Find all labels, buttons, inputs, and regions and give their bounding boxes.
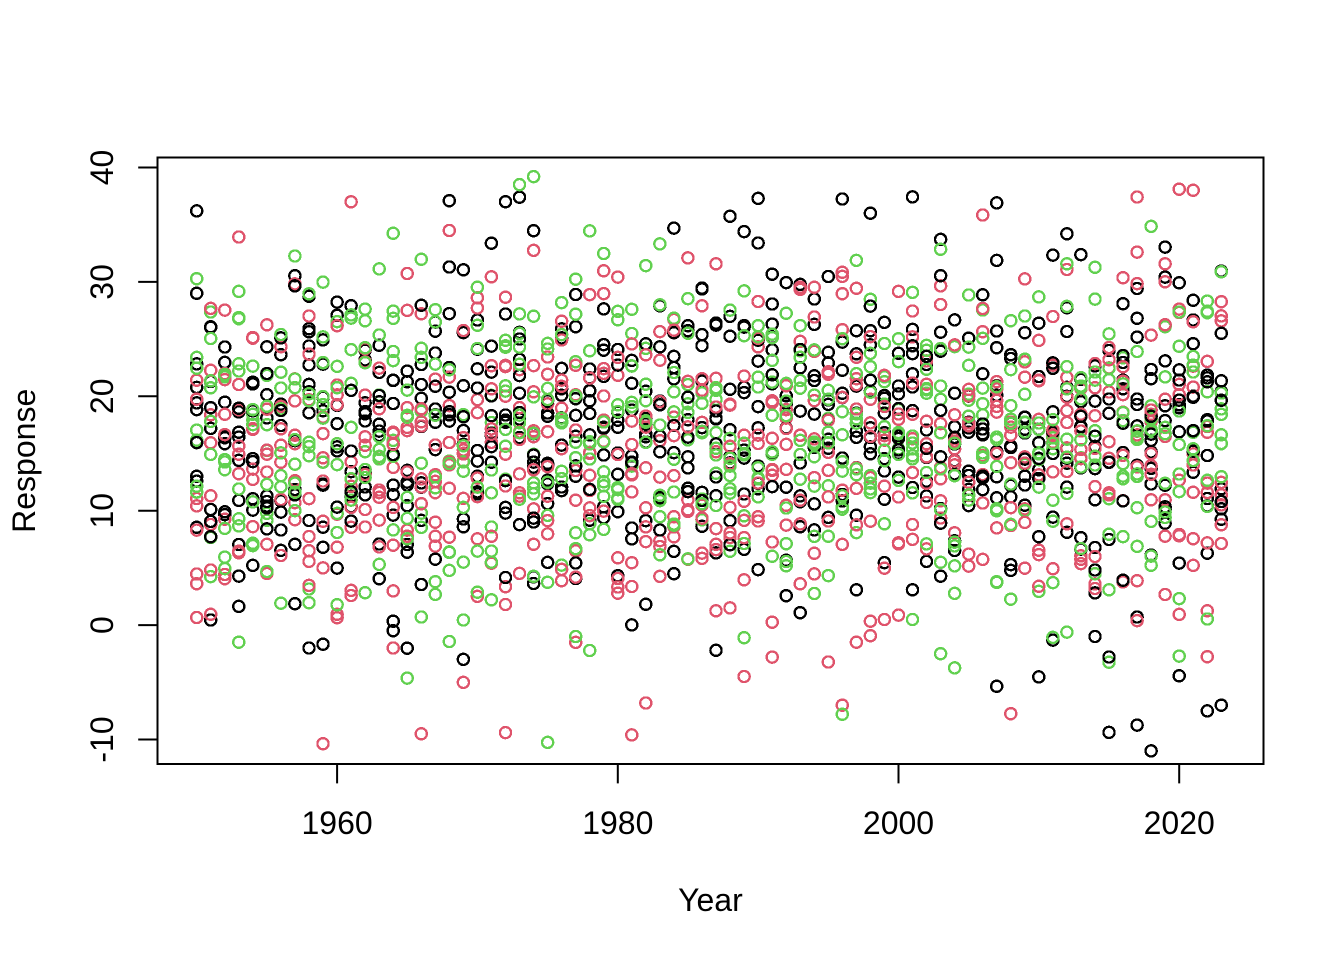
svg-text:20: 20 (84, 379, 120, 415)
svg-text:2000: 2000 (863, 805, 934, 841)
svg-text:30: 30 (84, 264, 120, 300)
svg-text:1960: 1960 (302, 805, 373, 841)
svg-text:-10: -10 (84, 716, 120, 762)
svg-text:40: 40 (84, 150, 120, 186)
svg-text:0: 0 (84, 616, 120, 634)
svg-text:1980: 1980 (582, 805, 653, 841)
svg-text:Response: Response (6, 389, 42, 533)
svg-text:10: 10 (84, 493, 120, 529)
svg-text:Year: Year (678, 882, 743, 918)
svg-text:2020: 2020 (1144, 805, 1215, 841)
